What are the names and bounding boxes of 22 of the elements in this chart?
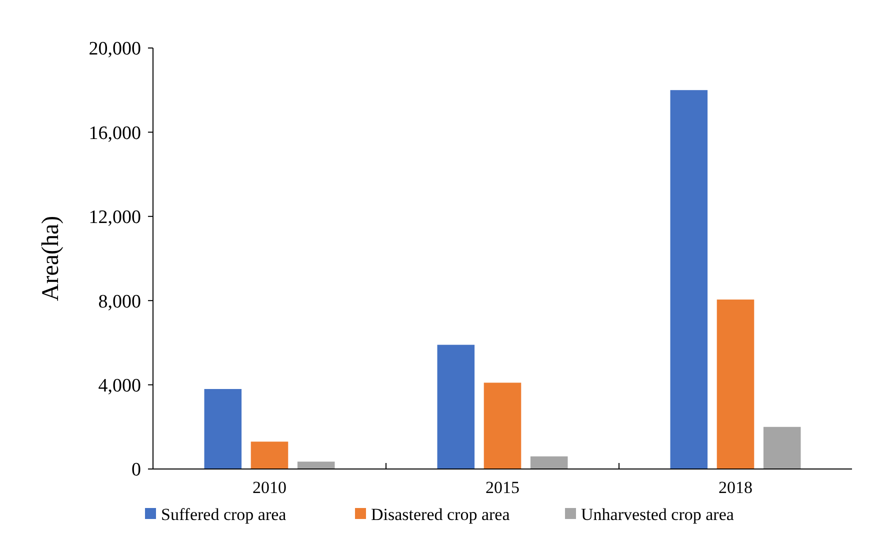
bar [437, 344, 475, 469]
bar [670, 90, 708, 469]
bar [204, 389, 242, 469]
bar [250, 442, 288, 469]
y-axis-title: Area(ha) [38, 216, 64, 302]
y-tick-label: 12,000 [88, 207, 141, 228]
x-tick-label: 2010 [252, 478, 286, 497]
bar [297, 462, 335, 469]
bar [484, 382, 522, 469]
legend-label: Unharvested crop area [581, 504, 734, 524]
y-tick-label: 16,000 [88, 122, 141, 144]
x-tick-label: 2015 [486, 478, 520, 497]
legend-label: Disastered crop area [371, 504, 510, 524]
x-tick-label: 2018 [718, 478, 752, 497]
y-tick-label: 20,000 [88, 38, 141, 60]
bar [716, 300, 754, 469]
bar [763, 426, 801, 469]
legend-label: Suffered crop area [161, 504, 287, 524]
bar [530, 456, 568, 469]
y-tick-label: 0 [132, 460, 141, 481]
y-tick-label: 8,000 [98, 291, 141, 312]
y-tick-label: 4,000 [98, 375, 141, 396]
